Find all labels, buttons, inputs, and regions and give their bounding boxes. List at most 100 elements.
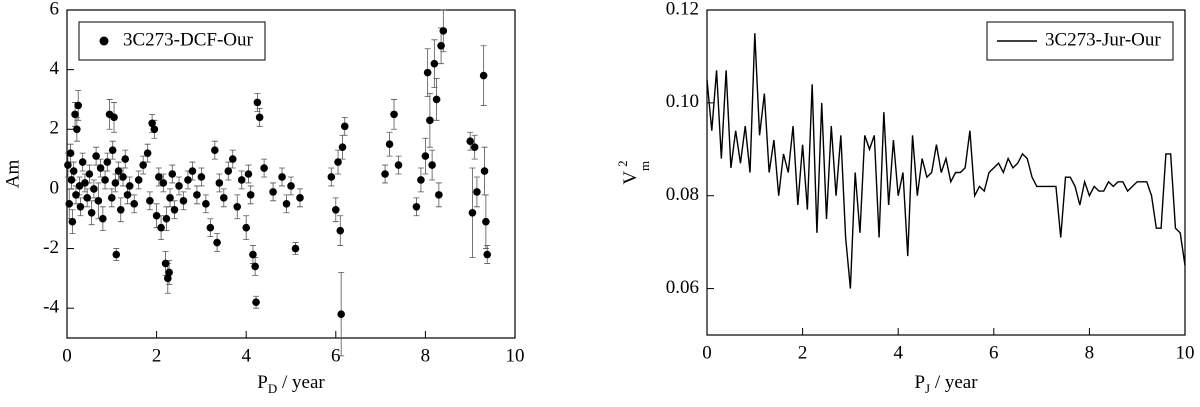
y-tick-label: -4: [43, 297, 59, 318]
x-label-rest: / year: [930, 372, 978, 393]
data-point: [166, 194, 174, 202]
data-point: [67, 176, 76, 184]
data-point: [121, 155, 130, 163]
data-point: [253, 98, 262, 107]
plot-frame: [706, 9, 1186, 336]
y-tick-label: 2: [50, 118, 60, 139]
data-point: [249, 250, 257, 259]
data-point: [184, 176, 192, 184]
x-tick-label: 6: [331, 345, 341, 366]
y-tick-label: 0.06: [666, 277, 699, 298]
y-axis-label: Am: [2, 160, 23, 189]
data-point: [482, 217, 490, 226]
x-label-sub: D: [268, 381, 277, 396]
data-point: [139, 161, 147, 169]
data-point: [244, 170, 253, 178]
data-point: [435, 191, 443, 199]
data-point: [255, 113, 264, 122]
x-tick-label: 10: [506, 345, 525, 366]
data-point: [470, 143, 479, 151]
data-point: [64, 161, 72, 169]
data-point: [278, 173, 286, 181]
x-tick-label: 2: [152, 345, 162, 366]
x-tick-label: 10: [1176, 342, 1195, 363]
data-point: [193, 191, 201, 199]
data-point: [251, 262, 259, 271]
legend-label: 3C273-Jur-Our: [1045, 29, 1161, 50]
data-point: [103, 158, 112, 166]
chart: 0 2 4 6 8 10 -4 -2 0 2 4 6 PD / year Am 3C273-DCF-Our: [2, 0, 524, 396]
data-point: [99, 214, 107, 223]
data-point: [90, 185, 98, 193]
data-point: [202, 200, 210, 208]
data-point: [437, 41, 445, 50]
x-tick-label: 8: [1085, 342, 1095, 363]
data-point: [213, 238, 221, 247]
data-point: [101, 176, 109, 184]
data-point: [439, 27, 448, 35]
x-tick-label: 4: [241, 345, 251, 366]
legend-marker: [99, 36, 109, 46]
x-tick-label: 4: [893, 342, 903, 363]
x-tick-label: 0: [62, 345, 72, 366]
data-point: [74, 101, 82, 110]
data-point: [152, 211, 161, 220]
data-point: [432, 95, 441, 104]
data-point: [206, 223, 215, 232]
data-point: [473, 188, 481, 196]
data-point: [233, 203, 242, 211]
data-point: [71, 110, 79, 119]
data-point: [479, 71, 488, 80]
data-point: [143, 149, 152, 157]
data-point: [112, 250, 121, 259]
data-point: [287, 182, 295, 190]
x-tick-label: 6: [989, 342, 999, 363]
data-point: [65, 200, 74, 208]
y-tick-label: 0.10: [666, 91, 699, 112]
data-point: [114, 167, 123, 175]
data-point: [336, 226, 345, 235]
plot-frame: [66, 9, 516, 339]
x-tick-label: 8: [421, 345, 431, 366]
data-point: [468, 208, 477, 217]
data-point: [228, 155, 237, 163]
y-tick-label: 0.12: [666, 0, 699, 19]
data-point: [332, 205, 340, 214]
data-point: [260, 164, 268, 172]
data-point: [92, 152, 100, 160]
data-point: [130, 200, 138, 208]
data-point: [428, 161, 436, 169]
data-point: [96, 164, 105, 172]
data-point: [242, 223, 250, 232]
data-point: [85, 170, 94, 178]
y-tick-label: -2: [43, 237, 59, 258]
data-point: [337, 310, 345, 318]
x-label-main: P: [257, 372, 268, 393]
x-label-sub: J: [925, 381, 930, 396]
data-point: [327, 173, 336, 181]
x-tick-label: 0: [702, 342, 712, 363]
data-point: [78, 158, 87, 166]
data-point: [381, 170, 389, 178]
data-point: [108, 194, 116, 202]
data-point: [83, 194, 91, 202]
data-point: [430, 59, 439, 68]
y-axis-label: Vm2: [615, 160, 652, 184]
y-tick-label: 4: [50, 58, 60, 79]
data-point: [119, 173, 127, 181]
data-point: [150, 125, 159, 134]
data-point: [66, 149, 75, 157]
data-point: [423, 68, 432, 77]
data-point: [116, 205, 125, 214]
data-point: [224, 167, 233, 175]
data-point: [483, 250, 492, 259]
data-point: [417, 176, 425, 184]
y-label-sub: m: [637, 161, 652, 171]
data-point: [164, 274, 172, 283]
data-point: [426, 116, 434, 125]
data-point: [111, 179, 120, 187]
x-axis-label: PJ / year: [914, 372, 978, 396]
data-point: [168, 170, 177, 178]
data-point: [134, 176, 143, 184]
